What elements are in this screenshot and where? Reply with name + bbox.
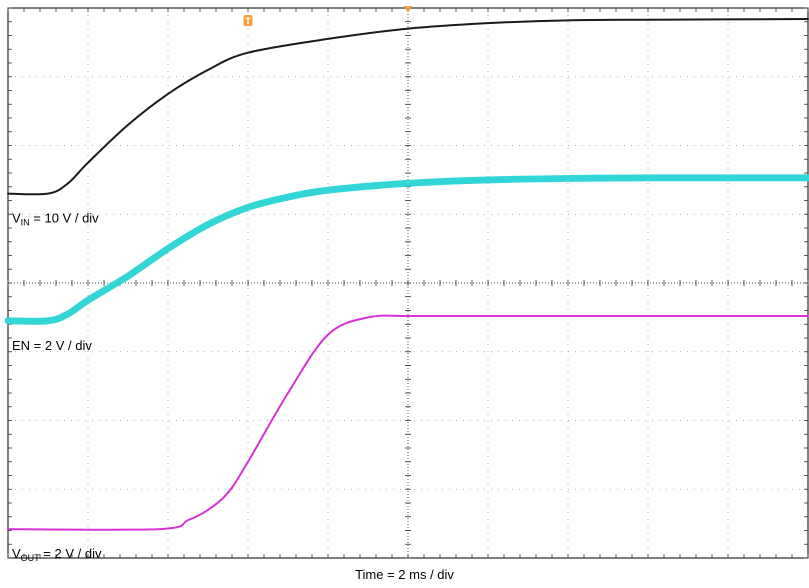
trigger-position-marker [404, 6, 412, 13]
vin-trace [7, 18, 809, 196]
x-axis-label: Time = 2 ms / div [355, 567, 454, 582]
vout-trace [7, 314, 809, 531]
trigger-time-marker-glyph: T [245, 16, 251, 26]
waveform-traces [4, 18, 809, 531]
en-trace [4, 174, 809, 325]
vout-scale-label: VOUT = 2 V / div [12, 546, 102, 563]
trigger-markers: T [243, 6, 412, 26]
en-scale-label: EN = 2 V / div [12, 338, 92, 353]
vin-scale-label: VIN = 10 V / div [12, 211, 99, 228]
trace-labels: VIN = 10 V / div EN = 2 V / div VOUT = 2 V… [12, 211, 102, 564]
graticule [7, 7, 809, 559]
trigger-time-marker [243, 15, 253, 26]
